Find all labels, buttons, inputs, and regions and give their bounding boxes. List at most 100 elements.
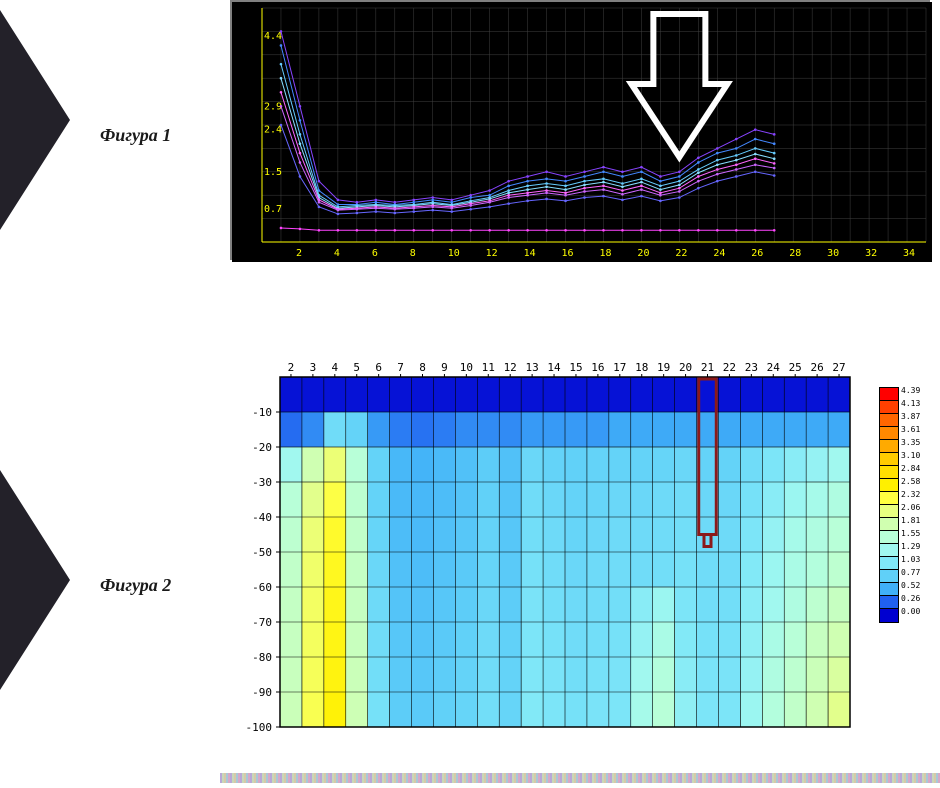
svg-text:15: 15 (569, 361, 582, 374)
svg-text:4: 4 (334, 248, 340, 259)
svg-text:24: 24 (713, 248, 725, 259)
svg-text:32: 32 (865, 248, 877, 259)
deco-arrow-top (0, 10, 80, 230)
svg-text:-20: -20 (252, 441, 272, 454)
legend-value: 0.52 (901, 582, 920, 590)
svg-text:-40: -40 (252, 511, 272, 524)
legend-value: 3.87 (901, 413, 920, 421)
legend-value: 4.39 (901, 387, 920, 395)
svg-text:6: 6 (375, 361, 382, 374)
figure2-heatmap: 2345678910111213141516171819202122232425… (230, 355, 860, 735)
svg-text:-30: -30 (252, 476, 272, 489)
svg-text:3: 3 (310, 361, 317, 374)
legend-value: 3.61 (901, 426, 920, 434)
svg-text:30: 30 (827, 248, 839, 259)
svg-text:10: 10 (448, 248, 460, 259)
svg-text:16: 16 (562, 248, 574, 259)
svg-text:16: 16 (591, 361, 604, 374)
svg-text:2: 2 (288, 361, 295, 374)
svg-text:14: 14 (547, 361, 561, 374)
svg-text:13: 13 (525, 361, 538, 374)
svg-text:12: 12 (486, 248, 498, 259)
svg-text:5: 5 (353, 361, 360, 374)
svg-text:-90: -90 (252, 686, 272, 699)
svg-text:6: 6 (372, 248, 378, 259)
legend-value: 1.03 (901, 556, 920, 564)
svg-text:26: 26 (810, 361, 823, 374)
legend-swatch (880, 466, 898, 479)
svg-text:12: 12 (504, 361, 517, 374)
legend-swatch (880, 570, 898, 583)
legend-value: 2.06 (901, 504, 920, 512)
legend-swatch (880, 492, 898, 505)
legend-value: 1.81 (901, 517, 920, 525)
svg-text:-80: -80 (252, 651, 272, 664)
legend-value: 3.10 (901, 452, 920, 460)
svg-text:28: 28 (789, 248, 801, 259)
figure1-label: Фигура 1 (100, 125, 171, 146)
svg-text:-70: -70 (252, 616, 272, 629)
svg-text:9: 9 (441, 361, 448, 374)
legend-swatch (880, 427, 898, 440)
legend-value: 0.77 (901, 569, 920, 577)
svg-text:23: 23 (745, 361, 758, 374)
svg-text:26: 26 (751, 248, 763, 259)
svg-text:-50: -50 (252, 546, 272, 559)
legend-swatch (880, 609, 898, 622)
svg-text:20: 20 (637, 248, 649, 259)
legend-swatch (880, 388, 898, 401)
figure1-chart: 0.71.52.42.94.42468101214161820222426283… (230, 0, 930, 260)
legend-value: 0.26 (901, 595, 920, 603)
svg-text:7: 7 (397, 361, 404, 374)
svg-text:14: 14 (524, 248, 536, 259)
legend-value: 2.84 (901, 465, 920, 473)
svg-text:8: 8 (419, 361, 426, 374)
svg-text:-60: -60 (252, 581, 272, 594)
svg-text:10: 10 (460, 361, 473, 374)
legend-swatch (880, 401, 898, 414)
svg-text:21: 21 (701, 361, 714, 374)
legend-swatch (880, 479, 898, 492)
legend-swatch (880, 453, 898, 466)
svg-text:20: 20 (679, 361, 692, 374)
svg-text:27: 27 (832, 361, 845, 374)
svg-text:19: 19 (657, 361, 670, 374)
footer-texture-bar (220, 773, 940, 783)
legend-swatch (880, 544, 898, 557)
legend-value: 4.13 (901, 400, 920, 408)
svg-text:4.4: 4.4 (264, 31, 282, 42)
legend-swatch (880, 518, 898, 531)
svg-text:-10: -10 (252, 406, 272, 419)
svg-text:34: 34 (903, 248, 915, 259)
svg-text:4: 4 (331, 361, 338, 374)
legend-swatch (880, 414, 898, 427)
figure2-legend: 4.39 4.13 3.87 3.61 3.35 3.10 2.84 2.58 2.32 2.06… (880, 388, 940, 648)
legend-swatch (880, 557, 898, 570)
legend-value: 1.29 (901, 543, 920, 551)
legend-value: 3.35 (901, 439, 920, 447)
legend-value: 0.00 (901, 608, 920, 616)
deco-arrow-bottom (0, 470, 80, 690)
figure2-label: Фигура 2 (100, 575, 171, 596)
page: Фигура 1 Фигура 2 0.71.52.42.94.42468101… (0, 0, 940, 788)
legend-value: 1.55 (901, 530, 920, 538)
svg-text:17: 17 (613, 361, 626, 374)
legend-value: 2.32 (901, 491, 920, 499)
svg-text:2.4: 2.4 (264, 125, 282, 136)
svg-text:1.5: 1.5 (264, 167, 282, 178)
legend-swatch (880, 505, 898, 518)
svg-text:22: 22 (675, 248, 687, 259)
svg-text:24: 24 (767, 361, 781, 374)
legend-swatch (880, 531, 898, 544)
legend-swatch (880, 596, 898, 609)
svg-text:-100: -100 (246, 721, 273, 734)
svg-text:0.7: 0.7 (264, 204, 282, 215)
legend-swatch (880, 440, 898, 453)
svg-text:25: 25 (789, 361, 802, 374)
legend-value: 2.58 (901, 478, 920, 486)
svg-text:18: 18 (635, 361, 648, 374)
svg-text:8: 8 (410, 248, 416, 259)
svg-text:22: 22 (723, 361, 736, 374)
svg-text:11: 11 (482, 361, 495, 374)
svg-text:2: 2 (296, 248, 302, 259)
